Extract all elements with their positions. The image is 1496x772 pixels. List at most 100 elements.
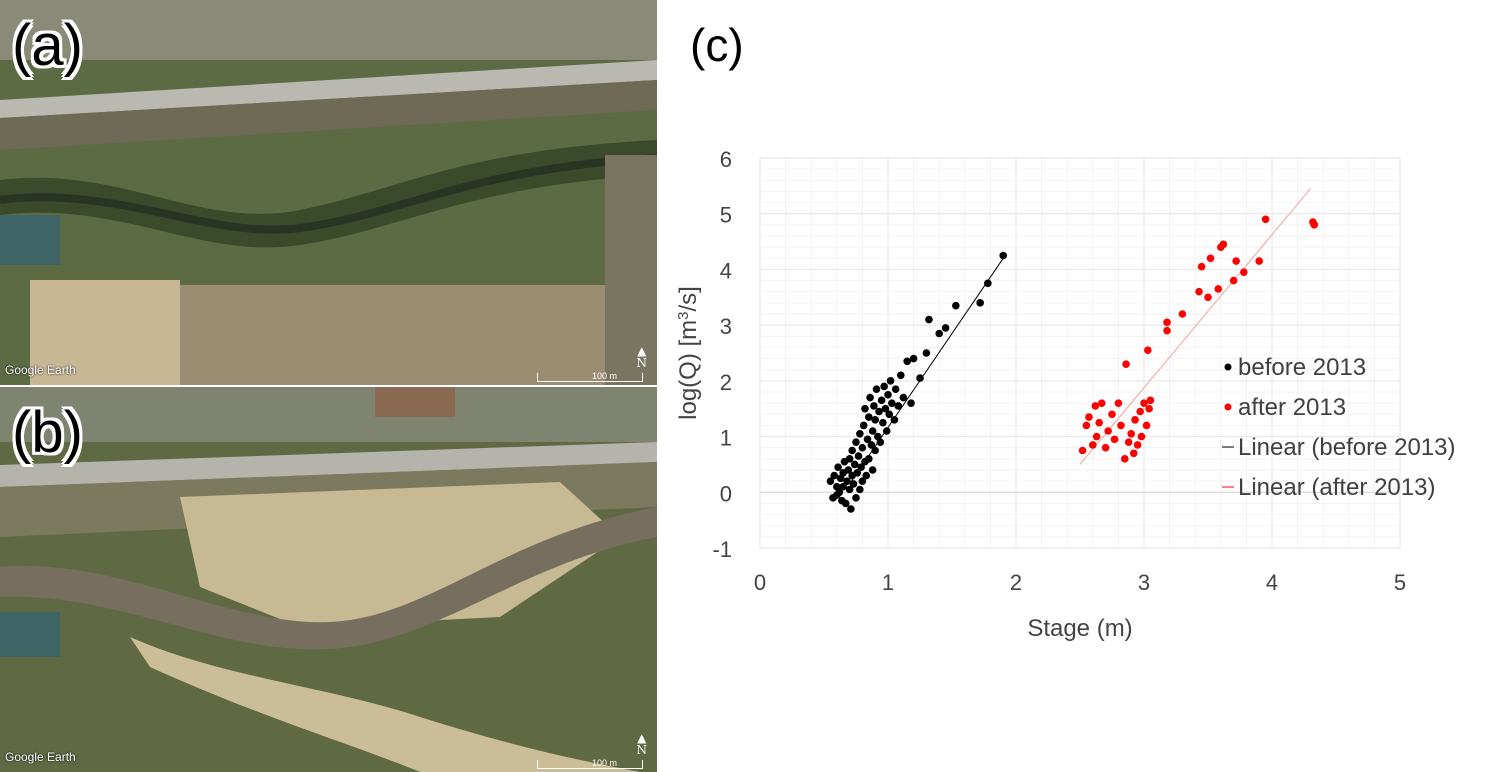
data-point bbox=[856, 485, 864, 494]
data-point bbox=[1085, 413, 1093, 421]
google-earth-watermark: Google Earth bbox=[5, 750, 76, 764]
data-point bbox=[845, 485, 854, 494]
data-point bbox=[1146, 396, 1155, 405]
data-point bbox=[890, 416, 899, 424]
data-point bbox=[865, 455, 873, 463]
data-point bbox=[909, 354, 918, 363]
north-arrow-icon: ▲ N bbox=[636, 731, 648, 757]
data-point bbox=[852, 438, 860, 446]
data-point bbox=[897, 371, 905, 380]
data-point bbox=[1232, 257, 1240, 265]
data-point bbox=[847, 505, 855, 513]
legend-label: before 2013 bbox=[1238, 354, 1366, 381]
x-tick-label: 0 bbox=[754, 570, 766, 595]
x-tick-label: 2 bbox=[1010, 570, 1022, 595]
data-point bbox=[941, 324, 950, 332]
data-point bbox=[856, 429, 864, 438]
data-point bbox=[858, 477, 867, 485]
data-point bbox=[1101, 443, 1110, 452]
legend-label: after 2013 bbox=[1238, 394, 1346, 421]
data-point bbox=[859, 421, 868, 430]
data-point bbox=[1137, 432, 1146, 441]
scale-bar bbox=[537, 760, 643, 769]
data-point bbox=[868, 427, 877, 435]
data-point bbox=[1110, 435, 1119, 444]
panel-label-c: (c) bbox=[690, 19, 744, 71]
data-point bbox=[1240, 268, 1248, 277]
data-point bbox=[852, 494, 860, 502]
data-point bbox=[1214, 285, 1223, 293]
trend-line bbox=[849, 258, 1004, 485]
data-point bbox=[843, 477, 851, 485]
data-point bbox=[1206, 254, 1215, 263]
data-point bbox=[907, 399, 915, 407]
data-point bbox=[952, 301, 960, 310]
data-point bbox=[845, 455, 854, 463]
y-tick-label: 3 bbox=[720, 314, 732, 339]
data-point bbox=[884, 390, 892, 399]
data-point bbox=[1092, 432, 1101, 441]
data-point bbox=[875, 407, 883, 416]
data-point bbox=[1204, 293, 1212, 302]
x-tick-labels: 0 1 2 3 4 5 bbox=[754, 570, 1406, 595]
data-point bbox=[850, 460, 859, 469]
data-point bbox=[880, 382, 888, 391]
data-point bbox=[1310, 221, 1319, 229]
data-point bbox=[841, 499, 850, 508]
data-point bbox=[866, 393, 874, 402]
data-point bbox=[863, 435, 872, 444]
data-point bbox=[876, 438, 885, 446]
data-point bbox=[1097, 399, 1106, 407]
legend: before 2013 after 2013 Linear (before 2013… bbox=[1222, 354, 1455, 501]
data-point bbox=[1197, 262, 1206, 271]
legend-label: Linear (before 2013) bbox=[1238, 434, 1455, 461]
data-point bbox=[984, 279, 992, 288]
data-point bbox=[854, 452, 863, 460]
data-point bbox=[1108, 410, 1116, 419]
data-point bbox=[1124, 438, 1133, 446]
data-point bbox=[888, 399, 896, 407]
data-point bbox=[868, 466, 877, 474]
data-point bbox=[1195, 287, 1203, 296]
data-point bbox=[891, 385, 900, 394]
data-point bbox=[882, 427, 891, 435]
data-point bbox=[870, 402, 878, 410]
data-point bbox=[839, 482, 847, 491]
data-point bbox=[925, 315, 933, 324]
data-point bbox=[844, 466, 853, 474]
data-point bbox=[976, 299, 984, 307]
y-tick-label: -1 bbox=[712, 537, 732, 562]
data-point bbox=[1095, 418, 1103, 427]
y-axis-label-superscript: 3 bbox=[675, 311, 692, 319]
data-point bbox=[1163, 318, 1171, 327]
data-point bbox=[872, 385, 881, 394]
data-point bbox=[853, 468, 862, 477]
chart-grid bbox=[759, 157, 1401, 549]
legend-label: Linear (after 2013) bbox=[1238, 474, 1435, 501]
scale-bar bbox=[537, 373, 643, 382]
data-point bbox=[1142, 421, 1151, 430]
data-point bbox=[1078, 446, 1087, 455]
data-point bbox=[894, 402, 903, 410]
north-label: N bbox=[636, 743, 648, 757]
data-point bbox=[1255, 257, 1263, 265]
data-point bbox=[1104, 427, 1112, 435]
scale-label: 100 m bbox=[591, 758, 617, 768]
x-tick-label: 4 bbox=[1266, 570, 1278, 595]
data-point bbox=[1114, 399, 1123, 407]
trend-lines bbox=[849, 188, 1311, 485]
y-tick-label: 5 bbox=[720, 203, 732, 228]
google-earth-watermark: Google Earth bbox=[5, 363, 76, 377]
data-point bbox=[1131, 416, 1139, 424]
y-tick-label: 4 bbox=[720, 258, 732, 283]
data-point bbox=[1082, 421, 1091, 430]
x-axis-label: Stage (m) bbox=[1027, 615, 1132, 642]
data-point bbox=[899, 393, 908, 402]
data-point bbox=[879, 418, 887, 427]
data-point bbox=[1229, 276, 1238, 285]
data-point bbox=[1140, 399, 1148, 407]
data-point bbox=[857, 463, 865, 472]
y-tick-label: 6 bbox=[720, 147, 732, 172]
data-point bbox=[1122, 360, 1130, 368]
data-point bbox=[1219, 240, 1228, 249]
